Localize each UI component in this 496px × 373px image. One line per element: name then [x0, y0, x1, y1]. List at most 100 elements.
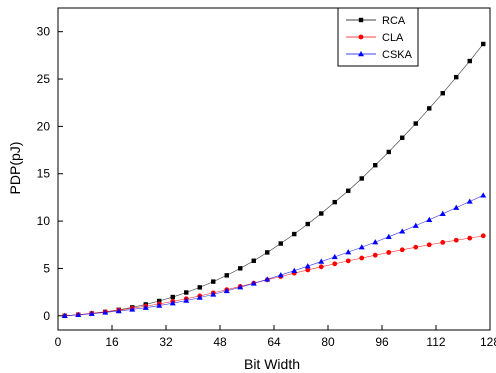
- data-point-cska: [291, 267, 298, 273]
- data-point-cska: [439, 210, 446, 216]
- data-point-cla: [359, 255, 365, 261]
- x-tick-label: 80: [321, 335, 335, 349]
- data-point-cska: [426, 216, 433, 222]
- data-point-cska: [196, 294, 203, 300]
- data-point-rca: [278, 241, 283, 246]
- data-point-cla: [426, 242, 432, 248]
- data-point-cska: [466, 198, 473, 204]
- data-point-rca: [251, 258, 256, 263]
- data-point-cska: [331, 253, 338, 260]
- legend-marker-cska: [358, 51, 364, 57]
- x-tick-label: 64: [267, 335, 281, 349]
- data-point-cska: [277, 272, 284, 278]
- data-point-rca: [386, 149, 391, 155]
- data-point-rca: [427, 106, 432, 111]
- data-point-rca: [400, 135, 405, 140]
- data-point-cska: [210, 291, 217, 297]
- data-point-cla: [480, 233, 486, 239]
- data-point-cska: [412, 222, 419, 228]
- y-tick-label: 30: [37, 25, 51, 39]
- data-point-cla: [305, 267, 311, 273]
- y-tick-label: 5: [43, 261, 50, 275]
- data-point-cska: [156, 302, 163, 308]
- x-axis-ticks: 0 16 32 48 64 80 96 112 128: [55, 325, 496, 349]
- y-tick-label: 25: [37, 72, 51, 86]
- data-point-cska: [250, 280, 257, 286]
- data-point-rca: [481, 41, 486, 47]
- x-tick-label: 128: [480, 335, 496, 349]
- legend-label-rca: RCA: [382, 15, 406, 27]
- data-point-cska: [102, 309, 109, 315]
- data-point-cska: [115, 308, 122, 314]
- data-point-rca: [346, 188, 351, 193]
- data-point-cska: [88, 310, 95, 316]
- data-point-rca: [265, 250, 270, 255]
- y-tick-label: 20: [37, 119, 51, 133]
- data-point-rca: [292, 231, 297, 237]
- data-point-cska: [169, 300, 176, 306]
- data-point-rca: [440, 91, 445, 96]
- data-point-rca: [373, 163, 378, 168]
- data-point-cla: [467, 235, 473, 241]
- data-point-cska: [129, 306, 136, 312]
- data-point-cla: [386, 250, 392, 255]
- data-point-rca: [359, 176, 364, 181]
- data-point-cska: [183, 297, 190, 303]
- data-point-cla: [332, 261, 338, 267]
- data-point-cska: [399, 228, 406, 234]
- data-point-cla: [318, 264, 324, 270]
- plot-frame: [57, 7, 491, 331]
- data-point-rca: [305, 221, 310, 227]
- data-point-rca: [332, 199, 337, 205]
- data-point-rca: [467, 58, 472, 64]
- data-point-cska: [237, 284, 244, 290]
- data-point-cska: [264, 276, 271, 282]
- x-tick-label: 16: [105, 335, 119, 349]
- data-point-cla: [453, 237, 459, 243]
- series-curves: [64, 43, 484, 317]
- data-point-rca: [454, 74, 459, 80]
- x-tick-label: 112: [426, 335, 445, 349]
- y-tick-label: 0: [43, 309, 50, 323]
- series-line-cska: [64, 195, 484, 317]
- legend-marker-cla: [358, 34, 364, 40]
- data-point-cla: [440, 239, 446, 245]
- data-point-cska: [372, 239, 379, 245]
- legend-label-cla: CLA: [382, 32, 404, 44]
- data-point-cska: [453, 204, 460, 210]
- data-point-cska: [358, 244, 365, 250]
- data-point-cla: [345, 258, 351, 264]
- data-point-cla: [413, 244, 419, 250]
- data-point-cska: [345, 249, 352, 255]
- data-point-rca: [319, 211, 324, 216]
- data-point-rca: [184, 290, 189, 295]
- data-point-cska: [142, 304, 149, 310]
- data-point-cska: [385, 233, 392, 240]
- data-point-cska: [75, 311, 82, 318]
- data-point-rca: [211, 279, 216, 284]
- data-point-rca: [170, 294, 175, 300]
- y-tick-label: 10: [37, 214, 51, 228]
- series-markers: [61, 41, 487, 319]
- data-point-cska: [318, 258, 325, 264]
- data-point-cska: [480, 192, 487, 198]
- y-axis-ticks: 0 5 10 15 20 25 30: [37, 25, 63, 323]
- data-point-cska: [61, 312, 68, 318]
- x-tick-label: 32: [159, 335, 173, 349]
- data-point-cska: [223, 287, 230, 294]
- legend-label-cska: CSKA: [382, 49, 413, 61]
- data-point-cla: [372, 252, 378, 258]
- data-point-rca: [224, 273, 229, 278]
- legend-marker-rca: [358, 17, 364, 23]
- data-point-rca: [238, 266, 243, 271]
- data-point-rca: [157, 298, 162, 304]
- y-axis-title: PDP(pJ): [7, 142, 23, 195]
- data-point-rca: [197, 285, 202, 290]
- series-line-rca: [64, 43, 484, 317]
- x-axis-title: Bit Width: [244, 356, 300, 372]
- data-point-cska: [304, 263, 311, 269]
- data-point-rca: [413, 121, 418, 126]
- y-tick-label: 15: [37, 167, 51, 181]
- x-tick-label: 96: [375, 335, 389, 349]
